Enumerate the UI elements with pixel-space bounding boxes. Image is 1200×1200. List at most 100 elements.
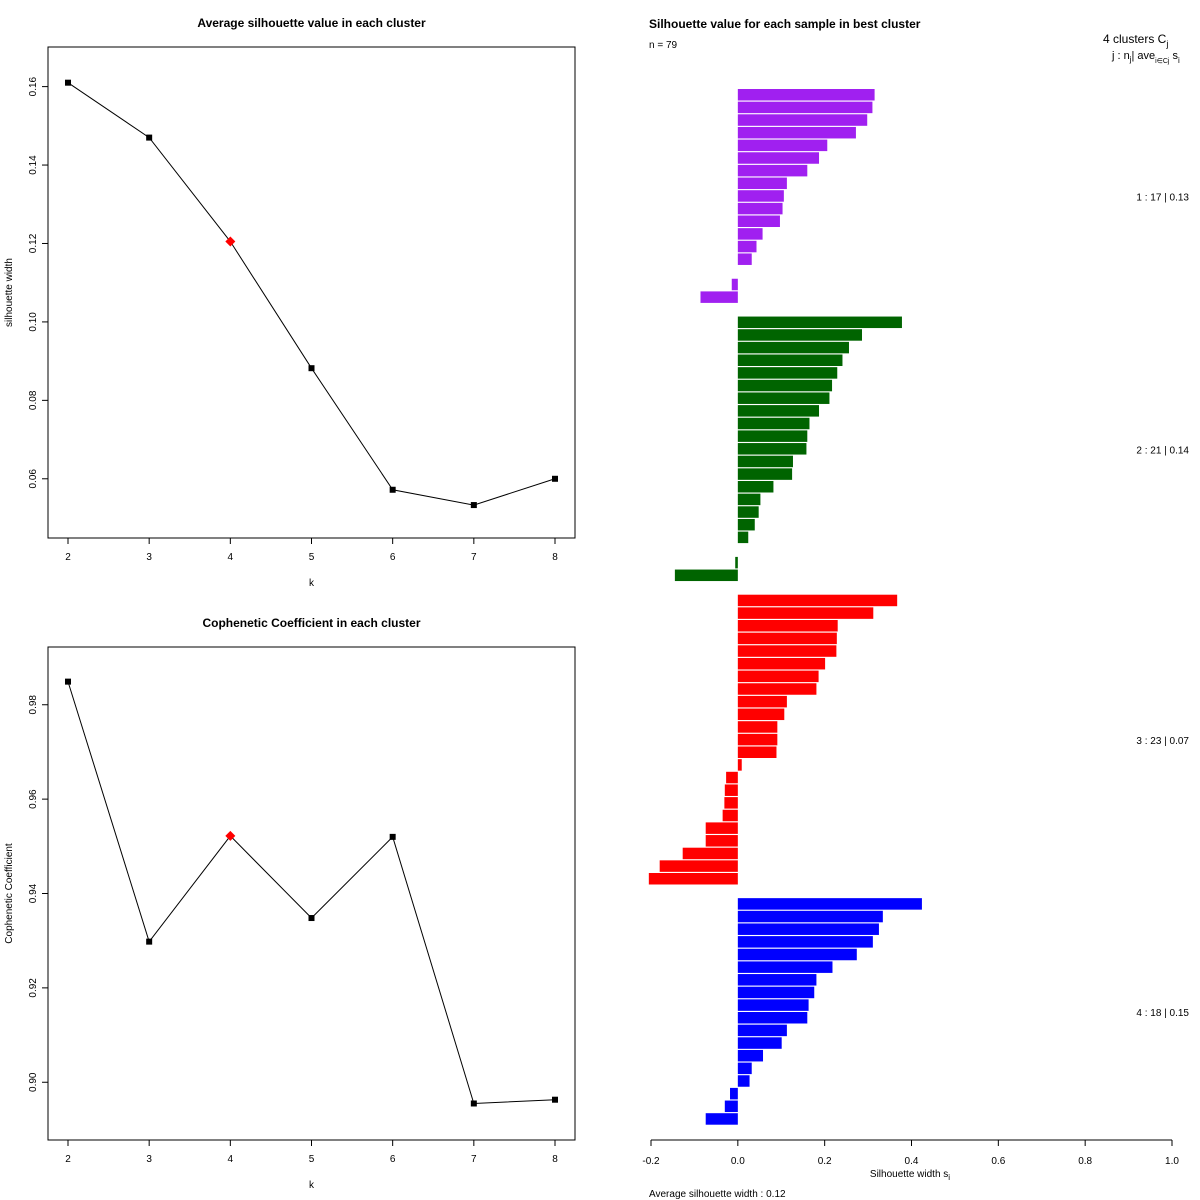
silhouette-bar xyxy=(737,936,873,948)
silhouette-bar xyxy=(737,974,817,986)
silhouette-bar xyxy=(724,1100,738,1113)
x-tick-label: 4 xyxy=(228,1154,234,1165)
silhouette-bar xyxy=(705,1113,738,1125)
y-axis-label: silhouette width xyxy=(4,258,15,327)
x-tick-label: 8 xyxy=(552,552,558,563)
silhouette-bar xyxy=(737,367,838,379)
silhouette-bar xyxy=(737,379,833,392)
data-point xyxy=(552,475,558,482)
silhouette-bar xyxy=(737,620,838,632)
x-tick-label: 0.2 xyxy=(818,1156,832,1167)
cluster-summary-label: 1 : 17 | 0.13 xyxy=(1136,193,1189,204)
silhouette-bar xyxy=(737,354,843,366)
silhouette-bar xyxy=(737,1062,752,1075)
silhouette-bar xyxy=(737,1024,787,1037)
silhouette-bar xyxy=(737,139,828,152)
silhouette-bar xyxy=(737,898,922,910)
silhouette-bar xyxy=(724,797,738,809)
x-tick-label: 2 xyxy=(65,1154,71,1165)
silhouette-bar xyxy=(737,657,826,670)
silhouette-bar xyxy=(705,835,738,847)
silhouette-bar xyxy=(737,405,820,417)
silhouette-bar xyxy=(737,759,742,771)
y-tick-label: 0.12 xyxy=(28,233,39,253)
y-tick-label: 0.96 xyxy=(28,789,39,809)
silhouette-bar xyxy=(737,215,780,227)
silhouette-bar xyxy=(737,708,785,721)
silhouette-bar xyxy=(737,253,752,265)
x-tick-label: 0.8 xyxy=(1078,1156,1092,1167)
cluster-header-line1: 4 clusters Cj xyxy=(1103,32,1168,49)
x-tick-label: 0.0 xyxy=(731,1156,745,1167)
silhouette-bar xyxy=(737,1037,782,1049)
y-tick-label: 0.16 xyxy=(28,76,39,96)
data-point xyxy=(389,833,396,840)
data-point xyxy=(146,938,153,945)
series-line xyxy=(67,681,556,1105)
silhouette-bar xyxy=(737,443,807,455)
data-point xyxy=(65,678,71,685)
silhouette-bar xyxy=(737,152,820,164)
y-tick-label: 0.92 xyxy=(28,978,39,998)
data-point xyxy=(65,79,71,86)
silhouette-bar xyxy=(737,190,784,202)
x-tick-label: 1.0 xyxy=(1165,1156,1179,1167)
silhouette-bar xyxy=(737,746,777,758)
cluster-summary-label: 3 : 23 | 0.07 xyxy=(1136,736,1189,747)
silhouette-bar xyxy=(700,291,738,303)
silhouette-bar xyxy=(737,228,763,240)
silhouette-bar xyxy=(737,177,787,190)
silhouette-bar xyxy=(737,645,837,657)
x-axis-label: k xyxy=(309,1180,315,1191)
silhouette-bar xyxy=(724,784,738,796)
silhouette-bar xyxy=(737,481,774,493)
silhouette-bar xyxy=(737,948,857,961)
plot-frame xyxy=(47,46,576,539)
y-tick-label: 0.14 xyxy=(28,155,39,175)
silhouette-bar xyxy=(737,202,783,215)
cluster-header-line2: j : nj| avei∈Cj si xyxy=(1111,50,1180,65)
silhouette-bar xyxy=(737,632,837,645)
silhouette-bar xyxy=(737,493,761,506)
x-tick-label: 2 xyxy=(65,552,71,563)
silhouette-bar xyxy=(726,771,738,784)
silhouette-bar xyxy=(737,114,868,126)
data-point xyxy=(389,486,396,493)
data-point xyxy=(552,1096,558,1103)
x-tick-label: 6 xyxy=(390,1154,396,1165)
x-tick-label: 5 xyxy=(309,552,315,563)
silhouette-bar xyxy=(737,506,759,518)
x-tick-label: 7 xyxy=(471,552,477,563)
y-tick-label: 0.90 xyxy=(28,1072,39,1092)
data-point xyxy=(146,134,153,141)
cluster-summary-label: 4 : 18 | 0.15 xyxy=(1136,1008,1189,1019)
y-tick-label: 0.08 xyxy=(28,390,39,410)
silhouette-bar xyxy=(735,556,738,569)
series-line xyxy=(67,82,556,506)
silhouette-bar xyxy=(737,986,815,999)
silhouette-bar xyxy=(737,721,778,733)
silhouette-bar xyxy=(737,1075,750,1087)
silhouette-bar xyxy=(737,455,793,468)
silhouette-bar xyxy=(737,341,849,354)
x-tick-label: 8 xyxy=(552,1154,558,1165)
chart-title: Average silhouette value in each cluster xyxy=(197,16,426,30)
silhouette-bar xyxy=(737,392,830,404)
silhouette-title: Silhouette value for each sample in best… xyxy=(649,17,921,31)
silhouette-bar xyxy=(737,240,757,253)
y-tick-label: 0.98 xyxy=(28,695,39,715)
silhouette-bar xyxy=(731,278,738,291)
chart-title: Cophenetic Coefficient in each cluster xyxy=(202,616,420,630)
x-axis-label: k xyxy=(309,578,315,589)
x-tick-label: 6 xyxy=(390,552,396,563)
silhouette-bar xyxy=(737,695,787,708)
y-axis-label: Cophenetic Coefficient xyxy=(4,843,15,944)
x-tick-label: 3 xyxy=(146,552,152,563)
silhouette-bar xyxy=(737,961,833,973)
y-tick-label: 0.10 xyxy=(28,312,39,332)
silhouette-bar xyxy=(737,329,863,341)
silhouette-bar xyxy=(737,999,809,1011)
silhouette-bar xyxy=(737,531,749,544)
silhouette-bar xyxy=(737,1012,808,1024)
x-tick-label: 3 xyxy=(146,1154,152,1165)
